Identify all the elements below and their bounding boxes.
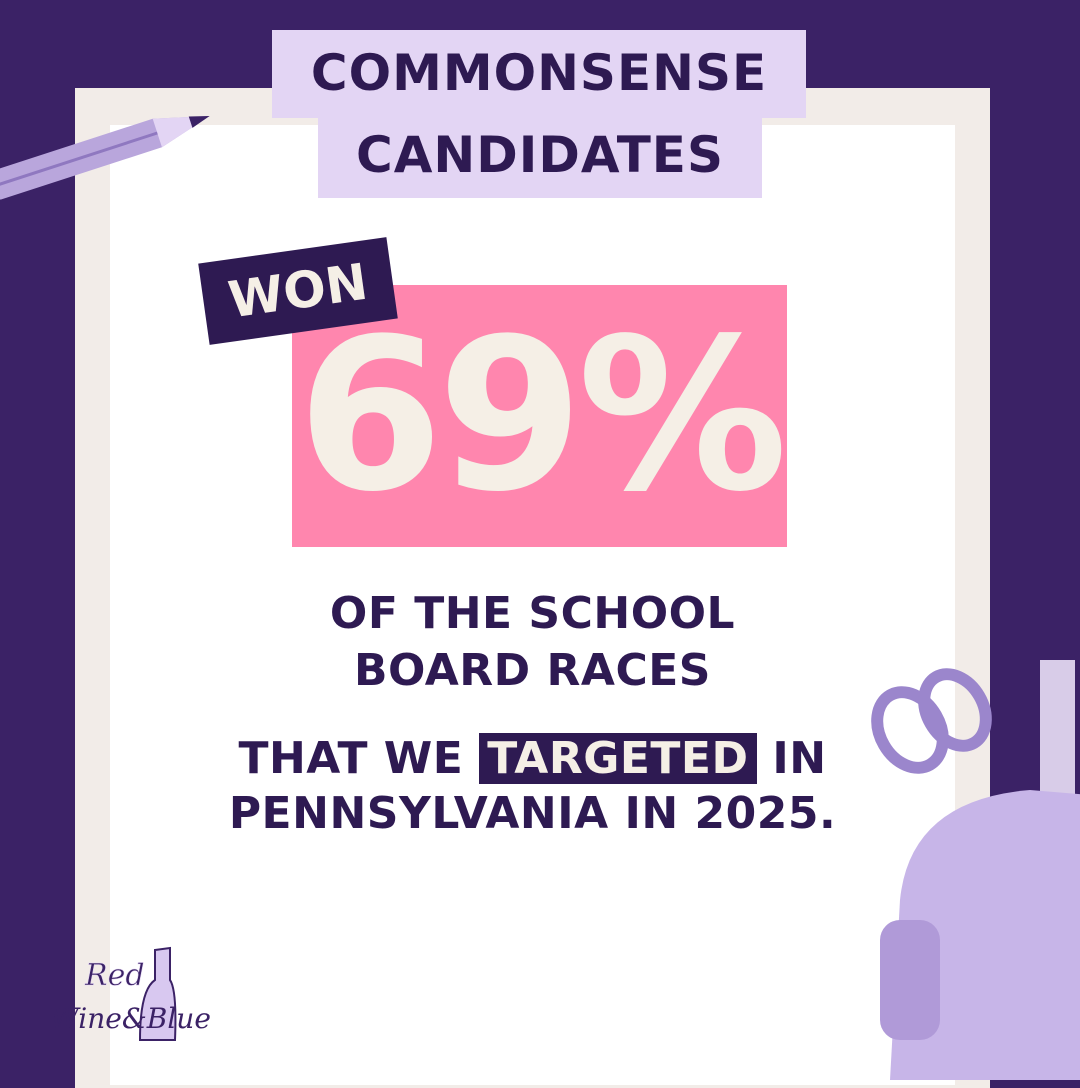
- header-line-1: COMMONSENSE: [272, 30, 806, 118]
- logo-text-red: Red: [84, 958, 145, 993]
- targeted-highlight: TARGETED: [479, 733, 757, 784]
- red-wine-blue-logo: Red Wine&Blue: [50, 946, 211, 1041]
- body-line-3: THAT WE TARGETED IN: [110, 733, 955, 784]
- body-line-3-after: IN: [772, 733, 827, 784]
- pencil-icon: [0, 116, 210, 200]
- body-line-2: BOARD RACES: [353, 645, 711, 696]
- logo-text-wine-blue: Wine&Blue: [50, 1002, 211, 1035]
- body-line-4: PENNSYLVANIA IN 2025.: [228, 788, 837, 839]
- body-line-3-before: THAT WE: [238, 733, 464, 784]
- header-line-2: CANDIDATES: [318, 116, 762, 198]
- stat-box: [292, 285, 787, 547]
- body-line-1: OF THE SCHOOL: [329, 588, 736, 639]
- backpack-scissors-icon: [871, 660, 1080, 1080]
- stat-value: 69%: [297, 293, 788, 538]
